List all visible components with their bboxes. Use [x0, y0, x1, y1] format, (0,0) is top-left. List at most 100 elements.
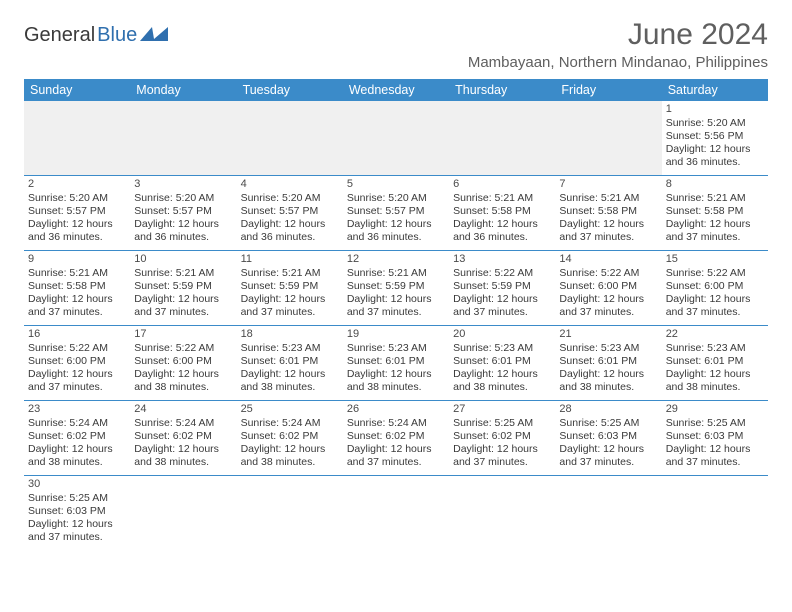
sunset-line: Sunset: 6:02 PM: [241, 430, 339, 443]
sunset-line: Sunset: 5:57 PM: [241, 205, 339, 218]
day-number: 3: [134, 178, 232, 191]
sunset-line: Sunset: 6:00 PM: [666, 280, 764, 293]
daylight-line: Daylight: 12 hours and 38 minutes.: [241, 443, 339, 469]
calendar-cell: 8Sunrise: 5:21 AMSunset: 5:58 PMDaylight…: [662, 176, 768, 250]
sunrise-line: Sunrise: 5:21 AM: [241, 267, 339, 280]
sunset-line: Sunset: 6:01 PM: [241, 355, 339, 368]
daylight-line: Daylight: 12 hours and 38 minutes.: [134, 368, 232, 394]
daylight-line: Daylight: 12 hours and 36 minutes.: [134, 218, 232, 244]
sunset-line: Sunset: 5:58 PM: [559, 205, 657, 218]
daylight-line: Daylight: 12 hours and 36 minutes.: [453, 218, 551, 244]
logo-flag-icon: [140, 25, 168, 43]
daylight-line: Daylight: 12 hours and 38 minutes.: [666, 368, 764, 394]
calendar-cell: 5Sunrise: 5:20 AMSunset: 5:57 PMDaylight…: [343, 176, 449, 250]
sunset-line: Sunset: 5:59 PM: [453, 280, 551, 293]
calendar-cell: 17Sunrise: 5:22 AMSunset: 6:00 PMDayligh…: [130, 326, 236, 400]
sunrise-line: Sunrise: 5:23 AM: [241, 342, 339, 355]
daylight-line: Daylight: 12 hours and 37 minutes.: [453, 293, 551, 319]
day-number: 11: [241, 253, 339, 266]
day-number: 8: [666, 178, 764, 191]
daylight-line: Daylight: 12 hours and 37 minutes.: [453, 443, 551, 469]
sunset-line: Sunset: 6:01 PM: [559, 355, 657, 368]
daylight-line: Daylight: 12 hours and 38 minutes.: [453, 368, 551, 394]
sunrise-line: Sunrise: 5:21 AM: [347, 267, 445, 280]
day-number: 4: [241, 178, 339, 191]
calendar-cell: 14Sunrise: 5:22 AMSunset: 6:00 PMDayligh…: [555, 251, 661, 325]
sunrise-line: Sunrise: 5:24 AM: [241, 417, 339, 430]
sunrise-line: Sunrise: 5:25 AM: [666, 417, 764, 430]
calendar-cell: 29Sunrise: 5:25 AMSunset: 6:03 PMDayligh…: [662, 401, 768, 475]
calendar-cell: 28Sunrise: 5:25 AMSunset: 6:03 PMDayligh…: [555, 401, 661, 475]
calendar-cell: 10Sunrise: 5:21 AMSunset: 5:59 PMDayligh…: [130, 251, 236, 325]
location-subtitle: Mambayaan, Northern Mindanao, Philippine…: [468, 54, 768, 71]
sunrise-line: Sunrise: 5:22 AM: [134, 342, 232, 355]
sunrise-line: Sunrise: 5:20 AM: [666, 117, 764, 130]
sunset-line: Sunset: 5:58 PM: [666, 205, 764, 218]
daylight-line: Daylight: 12 hours and 37 minutes.: [28, 293, 126, 319]
calendar-week: 2Sunrise: 5:20 AMSunset: 5:57 PMDaylight…: [24, 176, 768, 251]
sunset-line: Sunset: 6:03 PM: [666, 430, 764, 443]
calendar-cell: 20Sunrise: 5:23 AMSunset: 6:01 PMDayligh…: [449, 326, 555, 400]
calendar-cell: 4Sunrise: 5:20 AMSunset: 5:57 PMDaylight…: [237, 176, 343, 250]
calendar-body: 1Sunrise: 5:20 AMSunset: 5:56 PMDaylight…: [24, 101, 768, 550]
calendar-cell: 6Sunrise: 5:21 AMSunset: 5:58 PMDaylight…: [449, 176, 555, 250]
day-number: 29: [666, 403, 764, 416]
daylight-line: Daylight: 12 hours and 37 minutes.: [134, 293, 232, 319]
sunset-line: Sunset: 5:59 PM: [241, 280, 339, 293]
daylight-line: Daylight: 12 hours and 38 minutes.: [28, 443, 126, 469]
sunrise-line: Sunrise: 5:22 AM: [28, 342, 126, 355]
day-number: 23: [28, 403, 126, 416]
day-number: 13: [453, 253, 551, 266]
calendar-cell: 11Sunrise: 5:21 AMSunset: 5:59 PMDayligh…: [237, 251, 343, 325]
day-number: 9: [28, 253, 126, 266]
daylight-line: Daylight: 12 hours and 37 minutes.: [559, 293, 657, 319]
calendar-cell: 30Sunrise: 5:25 AMSunset: 6:03 PMDayligh…: [24, 476, 130, 550]
sunset-line: Sunset: 6:02 PM: [347, 430, 445, 443]
calendar-cell: 16Sunrise: 5:22 AMSunset: 6:00 PMDayligh…: [24, 326, 130, 400]
sunset-line: Sunset: 5:58 PM: [453, 205, 551, 218]
day-number: 28: [559, 403, 657, 416]
weekday-header-row: SundayMondayTuesdayWednesdayThursdayFrid…: [24, 79, 768, 101]
day-number: 22: [666, 328, 764, 341]
calendar-cell: 27Sunrise: 5:25 AMSunset: 6:02 PMDayligh…: [449, 401, 555, 475]
day-number: 21: [559, 328, 657, 341]
logo: General Blue: [24, 24, 168, 47]
sunset-line: Sunset: 5:59 PM: [134, 280, 232, 293]
sunrise-line: Sunrise: 5:22 AM: [559, 267, 657, 280]
sunrise-line: Sunrise: 5:24 AM: [134, 417, 232, 430]
sunset-line: Sunset: 6:02 PM: [453, 430, 551, 443]
day-number: 25: [241, 403, 339, 416]
daylight-line: Daylight: 12 hours and 37 minutes.: [241, 293, 339, 319]
sunset-line: Sunset: 6:03 PM: [559, 430, 657, 443]
day-number: 1: [666, 103, 764, 116]
calendar-cell-blank: [237, 476, 343, 550]
daylight-line: Daylight: 12 hours and 37 minutes.: [666, 218, 764, 244]
day-number: 16: [28, 328, 126, 341]
header: General Blue June 2024 Mambayaan, Northe…: [24, 18, 768, 71]
daylight-line: Daylight: 12 hours and 36 minutes.: [241, 218, 339, 244]
sunrise-line: Sunrise: 5:21 AM: [28, 267, 126, 280]
sunrise-line: Sunrise: 5:22 AM: [453, 267, 551, 280]
day-number: 10: [134, 253, 232, 266]
sunset-line: Sunset: 6:02 PM: [28, 430, 126, 443]
sunrise-line: Sunrise: 5:24 AM: [347, 417, 445, 430]
day-number: 26: [347, 403, 445, 416]
daylight-line: Daylight: 12 hours and 36 minutes.: [666, 143, 764, 169]
sunrise-line: Sunrise: 5:20 AM: [241, 192, 339, 205]
day-number: 17: [134, 328, 232, 341]
weekday-header: Sunday: [24, 79, 130, 101]
daylight-line: Daylight: 12 hours and 36 minutes.: [28, 218, 126, 244]
calendar-cell-blank: [237, 101, 343, 175]
calendar-cell: 23Sunrise: 5:24 AMSunset: 6:02 PMDayligh…: [24, 401, 130, 475]
sunset-line: Sunset: 6:00 PM: [559, 280, 657, 293]
calendar-cell-blank: [130, 476, 236, 550]
daylight-line: Daylight: 12 hours and 37 minutes.: [28, 368, 126, 394]
weekday-header: Saturday: [662, 79, 768, 101]
calendar-cell-blank: [449, 101, 555, 175]
month-title: June 2024: [468, 18, 768, 52]
calendar-cell: 13Sunrise: 5:22 AMSunset: 5:59 PMDayligh…: [449, 251, 555, 325]
sunset-line: Sunset: 6:00 PM: [134, 355, 232, 368]
sunset-line: Sunset: 6:02 PM: [134, 430, 232, 443]
sunrise-line: Sunrise: 5:21 AM: [453, 192, 551, 205]
day-number: 15: [666, 253, 764, 266]
